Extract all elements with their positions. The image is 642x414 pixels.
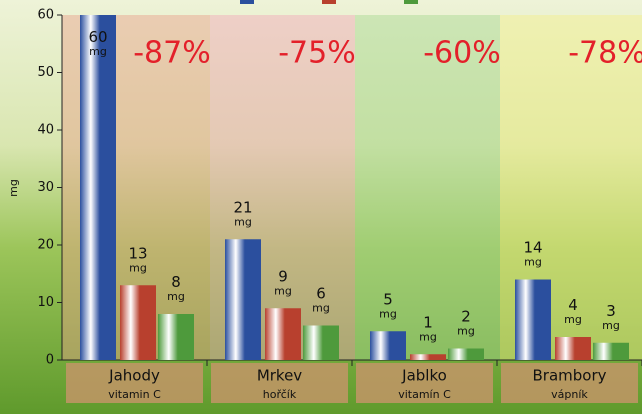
y-tick-label: 50 — [37, 65, 54, 80]
bar — [265, 308, 301, 360]
value-label-part: 9 — [278, 267, 288, 285]
y-tick-label: 20 — [37, 238, 54, 253]
bar — [410, 354, 446, 360]
value-label-part: mg — [419, 330, 437, 343]
value-label-part: 60 — [88, 28, 107, 46]
annotation: -60% — [423, 36, 501, 71]
value-label-part: 1 — [423, 313, 433, 331]
value-label-part: 21 — [233, 198, 252, 216]
value-label-part: mg — [379, 307, 397, 320]
value-label-part: mg — [234, 215, 252, 228]
bar — [593, 343, 629, 360]
y-tick-label: 40 — [37, 123, 54, 138]
x-tick-label: Brambory — [532, 367, 606, 385]
x-sublabel: hořčík — [263, 388, 297, 401]
value-label-part: 8 — [171, 273, 181, 291]
x-tick-label: Jahody — [108, 367, 160, 385]
annotation: -87% — [133, 36, 211, 71]
x-tick-label: Mrkev — [257, 367, 302, 385]
value-label-part: 5 — [383, 290, 393, 308]
bar — [120, 285, 156, 360]
bar — [515, 280, 551, 361]
bar — [370, 331, 406, 360]
value-label-part: 2 — [461, 307, 471, 325]
value-label-part: mg — [129, 261, 147, 274]
value-label-part: 3 — [606, 301, 616, 319]
bar — [158, 314, 194, 360]
value-label-part: mg — [312, 302, 330, 315]
annotation: -75% — [278, 36, 356, 71]
y-tick-label: 10 — [37, 295, 54, 310]
bar — [555, 337, 591, 360]
value-label-part: 6 — [316, 284, 326, 302]
value-label-part: 14 — [523, 238, 542, 256]
y-tick-label: 0 — [46, 353, 54, 368]
x-sublabel: vitamin C — [108, 388, 161, 401]
value-label-part: 4 — [568, 296, 578, 314]
chart: mg 0102030405060Jahodyvitamin C-87%60mg1… — [0, 0, 642, 414]
value-label-part: mg — [457, 325, 475, 338]
x-sublabel: vápník — [551, 388, 588, 401]
y-tick-label: 30 — [37, 180, 54, 195]
bar — [448, 349, 484, 361]
value-label-part: mg — [167, 290, 185, 303]
value-label-part: 13 — [128, 244, 147, 262]
value-label-part: mg — [524, 256, 542, 269]
y-tick-label: 60 — [37, 8, 54, 23]
bar — [80, 15, 116, 360]
value-label-part: mg — [564, 313, 582, 326]
y-axis-label: mg — [7, 179, 20, 197]
value-label-part: mg — [274, 284, 292, 297]
value-label-part: mg — [602, 319, 620, 332]
x-tick-label: Jablko — [401, 367, 447, 385]
value-label-part: mg — [89, 45, 107, 58]
x-sublabel: vitamín C — [398, 388, 451, 401]
bar — [225, 239, 261, 360]
bar — [303, 326, 339, 361]
annotation: -78% — [568, 36, 642, 71]
